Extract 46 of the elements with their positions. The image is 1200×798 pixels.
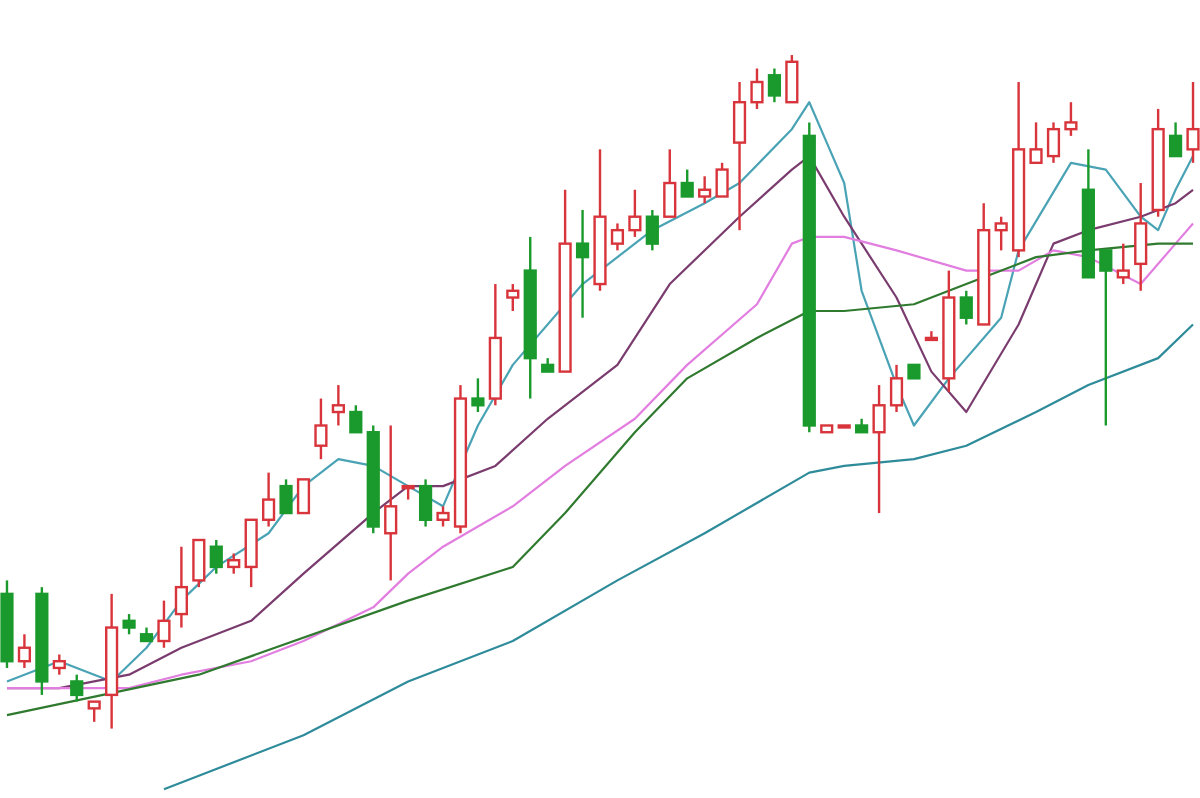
candlestick (227, 552, 241, 575)
candlestick (575, 208, 590, 319)
candlestick (698, 175, 712, 205)
candlestick (732, 80, 747, 232)
candlestick (279, 478, 293, 515)
candlestick (889, 363, 904, 414)
candlestick (872, 383, 886, 515)
candlestick (1046, 121, 1061, 165)
candlestick (17, 633, 32, 670)
candlestick (1134, 181, 1148, 292)
candlestick (192, 538, 206, 589)
candlestick (244, 518, 258, 589)
candlestick (1064, 101, 1078, 138)
candlestick (471, 377, 485, 414)
candlestick (314, 397, 328, 461)
candlestick (628, 188, 642, 239)
candlestick (209, 538, 223, 575)
candlestick (767, 67, 782, 104)
candlestick (436, 505, 450, 528)
candlestick (331, 383, 345, 427)
candlestick (1099, 249, 1113, 427)
candlestick (52, 653, 66, 676)
candlestick (70, 673, 84, 703)
candlestick (1168, 121, 1183, 158)
candlestick (610, 222, 625, 252)
candlestick (384, 424, 398, 582)
candlestick (1116, 242, 1130, 286)
candlestick (959, 289, 973, 326)
candlestick (785, 53, 799, 104)
candlestick (994, 215, 1008, 252)
candlestick (296, 478, 311, 515)
candlestick (645, 208, 659, 252)
candlestick (680, 168, 694, 198)
candlestick (1029, 121, 1043, 165)
candlestick (506, 282, 520, 313)
candlestick (262, 471, 276, 528)
candlestick (663, 148, 677, 218)
candlestick (87, 700, 101, 724)
candlestick (157, 599, 171, 649)
candlestick (418, 478, 433, 528)
candlestick (349, 404, 363, 434)
candlestick (715, 161, 729, 198)
candlestick (750, 67, 764, 111)
candlestick (924, 330, 938, 342)
candlestick (174, 545, 188, 629)
candlestick (122, 612, 136, 636)
